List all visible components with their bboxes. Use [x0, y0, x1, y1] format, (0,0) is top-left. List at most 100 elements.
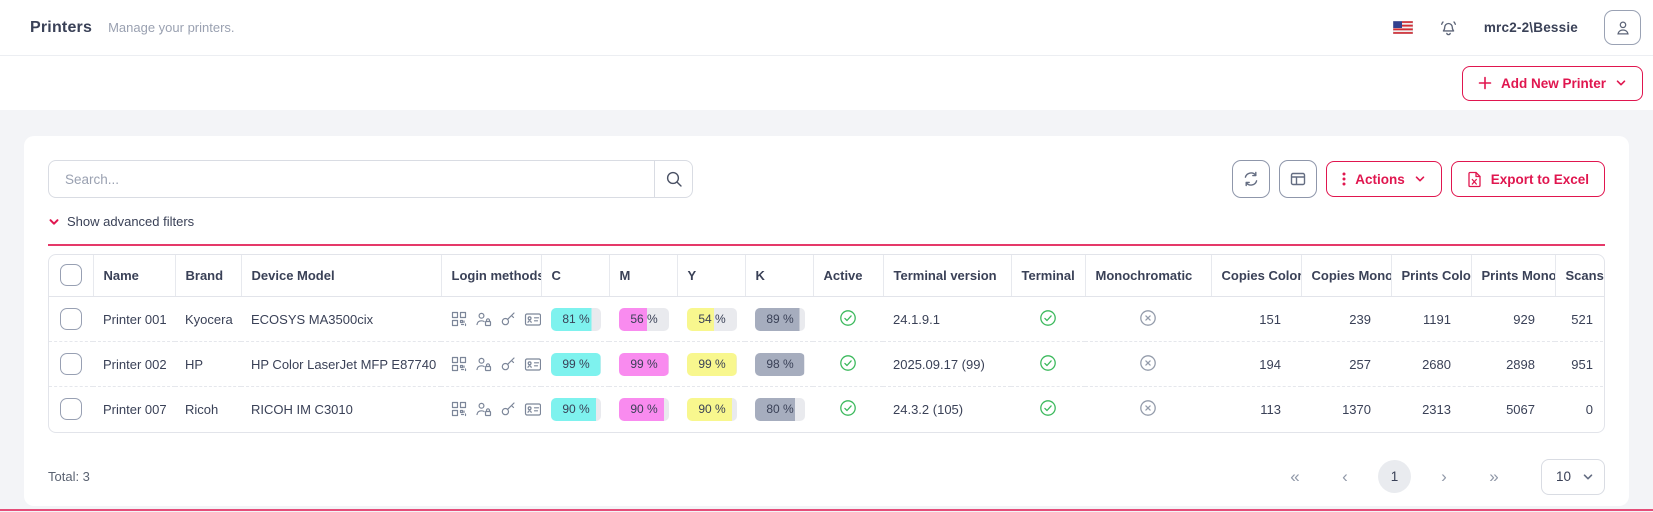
magenta-toner-badge: 90 % — [619, 397, 669, 421]
bottom-accent-line — [0, 509, 1653, 511]
refresh-button[interactable] — [1232, 160, 1271, 198]
current-user-label: mrc2-2\Bessie — [1483, 20, 1578, 35]
cell-copies-color: 151 — [1259, 311, 1281, 327]
column-header-brand[interactable]: Brand — [175, 254, 242, 297]
show-advanced-filters-link[interactable]: Show advanced filters — [48, 214, 194, 229]
cell-prints-mono: 5067 — [1471, 386, 1555, 432]
excel-file-icon — [1467, 171, 1482, 188]
refresh-icon — [1242, 170, 1260, 188]
row-checkbox[interactable] — [60, 308, 82, 330]
search-button[interactable] — [654, 161, 692, 197]
total-count-label: Total: 3 — [48, 469, 90, 484]
column-header-name[interactable]: Name — [93, 254, 176, 297]
cell-active — [813, 297, 883, 342]
page-size-value: 10 — [1556, 469, 1572, 484]
id-card-icon — [524, 312, 541, 327]
column-header-login-methods[interactable]: Login methods — [441, 254, 542, 297]
column-settings-button[interactable] — [1279, 160, 1318, 198]
cell-terminal — [1011, 386, 1085, 432]
cell-terminal-version: 2025.09.17 (99) — [883, 341, 1011, 387]
cell-terminal — [1011, 341, 1085, 387]
column-header-device-model[interactable]: Device Model — [241, 254, 442, 297]
qr-code-icon — [451, 356, 467, 372]
cell-copies-mono: 257 — [1301, 341, 1391, 387]
x-circle-icon — [1139, 309, 1157, 327]
column-header-terminal[interactable]: Terminal — [1011, 254, 1086, 297]
filters-divider — [48, 243, 1605, 246]
qr-code-icon — [451, 401, 467, 417]
column-header-k[interactable]: K — [745, 254, 814, 297]
cell-yellow-level: 90 % — [677, 386, 745, 432]
select-all-checkbox[interactable] — [59, 264, 82, 287]
column-header-c[interactable]: C — [541, 254, 610, 297]
column-header-m[interactable]: M — [609, 254, 678, 297]
table-body: Printer 001 Kyocera ECOSYS MA3500cix 81 … — [49, 297, 1604, 432]
column-header-active[interactable]: Active — [813, 254, 884, 297]
table-header-row: Name Brand Device Model Login methods C M Y K Ac… — [49, 254, 1604, 297]
add-new-printer-button[interactable]: Add New Printer — [1461, 65, 1643, 101]
flag-us-icon[interactable] — [1392, 21, 1413, 34]
table-row[interactable]: Printer 007 Ricoh RICOH IM C3010 90 % 90… — [49, 386, 1604, 432]
prev-page-button[interactable]: ‹ — [1342, 466, 1348, 486]
key-toner-badge: 98 % — [755, 352, 805, 376]
cell-terminal-version: 24.3.2 (105) — [883, 386, 1011, 432]
export-to-excel-button[interactable]: Export to Excel — [1450, 161, 1605, 197]
cell-prints-mono: 2898 — [1471, 341, 1555, 387]
printers-table: Name Brand Device Model Login methods C M Y K Ac… — [49, 254, 1604, 432]
first-page-button[interactable]: « — [1290, 466, 1300, 486]
column-header-scans[interactable]: Scans — [1555, 254, 1604, 297]
top-header: Printers Manage your printers. mrc2-2\Be… — [0, 0, 1653, 56]
cell-yellow-level: 99 % — [677, 341, 745, 387]
user-menu-button[interactable] — [1604, 10, 1641, 45]
cell-magenta-level: 56 % — [609, 297, 677, 342]
key-icon — [500, 356, 516, 372]
cell-monochromatic — [1085, 297, 1211, 342]
check-circle-icon — [1039, 354, 1057, 372]
cell-name: Printer 001 — [103, 311, 167, 327]
column-header-terminal-version[interactable]: Terminal version — [883, 254, 1012, 297]
column-header-y[interactable]: Y — [677, 254, 746, 297]
row-checkbox[interactable] — [60, 398, 82, 421]
column-header-prints-mono[interactable]: Prints Mono — [1471, 254, 1556, 297]
printers-table-wrap: Name Brand Device Model Login methods C M Y K Ac… — [48, 253, 1605, 433]
cyan-toner-badge: 81 % — [551, 307, 601, 331]
cell-terminal — [1011, 297, 1085, 342]
table-row[interactable]: Printer 002 HP HP Color LaserJet MFP E87… — [49, 341, 1604, 387]
page-subtitle: Manage your printers. — [108, 20, 235, 35]
actions-button[interactable]: Actions — [1326, 161, 1442, 197]
search-input[interactable] — [49, 161, 654, 197]
table-row[interactable]: Printer 001 Kyocera ECOSYS MA3500cix 81 … — [49, 297, 1604, 342]
cell-monochromatic — [1085, 386, 1211, 432]
bell-icon[interactable] — [1439, 18, 1458, 37]
x-circle-icon — [1139, 399, 1157, 417]
cell-scans: 951 — [1555, 341, 1604, 387]
chevron-down-icon — [1615, 77, 1627, 89]
cell-copies-mono: 1370 — [1301, 386, 1391, 432]
current-page-button[interactable]: 1 — [1378, 460, 1411, 493]
chevron-down-icon — [1414, 173, 1426, 185]
user-lock-icon — [475, 401, 492, 417]
last-page-button[interactable]: » — [1489, 466, 1499, 486]
column-header-monochromatic[interactable]: Monochromatic — [1085, 254, 1212, 297]
check-circle-icon — [839, 354, 857, 372]
pagination: « ‹ 1 › » 10 — [1270, 458, 1605, 495]
chevron-down-icon — [1582, 471, 1594, 483]
column-header-copies-color[interactable]: Copies Color — [1211, 254, 1302, 297]
cell-magenta-level: 90 % — [609, 386, 677, 432]
cyan-toner-badge: 90 % — [551, 397, 601, 421]
page-size-select[interactable]: 10 — [1541, 458, 1605, 495]
chevron-down-icon — [48, 216, 60, 228]
advanced-filters-label: Show advanced filters — [67, 214, 195, 229]
column-header-copies-mono[interactable]: Copies Mono — [1301, 254, 1392, 297]
check-circle-icon — [1039, 399, 1057, 417]
cell-black-level: 98 % — [745, 341, 813, 387]
yellow-toner-badge: 90 % — [687, 397, 737, 421]
cell-active — [813, 386, 883, 432]
cell-prints-color: 1191 — [1423, 311, 1451, 327]
column-header-prints-color[interactable]: Prints Color — [1391, 254, 1472, 297]
check-circle-icon — [839, 309, 857, 327]
row-checkbox[interactable] — [60, 353, 82, 375]
check-circle-icon — [839, 399, 857, 417]
next-page-button[interactable]: › — [1441, 466, 1447, 486]
qr-code-icon — [451, 311, 467, 327]
